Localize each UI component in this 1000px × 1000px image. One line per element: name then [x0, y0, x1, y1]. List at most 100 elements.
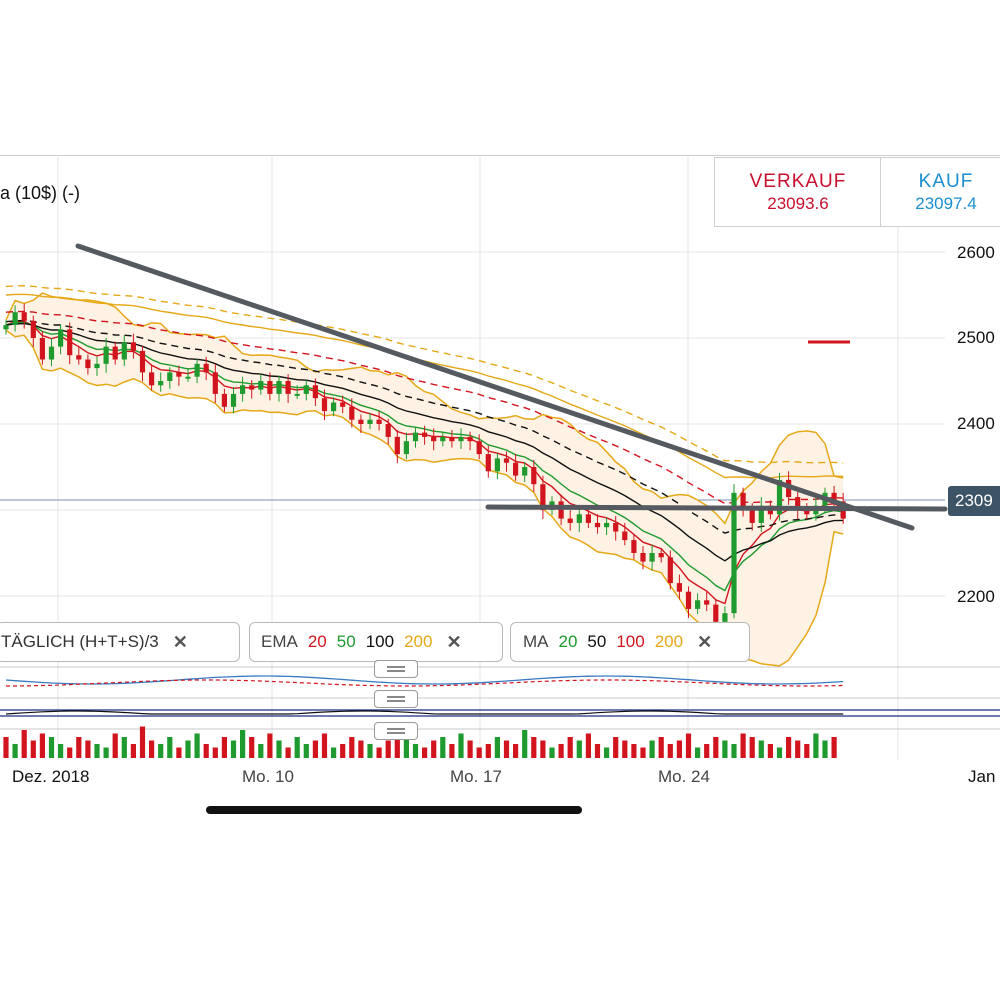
candle-body [258, 381, 264, 390]
candle-body [176, 372, 182, 377]
candle-body [303, 385, 309, 394]
volume-bar [831, 737, 837, 758]
volume-bar [258, 744, 264, 758]
candle-body [167, 372, 173, 381]
horizontal-support-line [485, 504, 948, 512]
candle-body [349, 406, 355, 420]
volume-bar [76, 737, 82, 758]
indicator-pill-typical-price[interactable]: TÄGLICH (H+T+S)/3 ✕ [0, 622, 240, 662]
indicator-pill-ma[interactable]: MA 20 50 100 200 ✕ [510, 622, 750, 662]
volume-bar [294, 737, 300, 758]
volume-bar [130, 744, 136, 758]
volume-bar [276, 740, 282, 758]
candle-body [667, 557, 673, 584]
volume-bar [467, 740, 473, 758]
candle-body [458, 436, 464, 442]
candle-body [203, 363, 209, 373]
candle-body [385, 424, 391, 437]
candle-body [94, 363, 100, 369]
volume-bar [67, 747, 73, 758]
volume-bar [431, 740, 437, 758]
volume-bar [695, 747, 701, 758]
x-tick-label: Mo. 17 [450, 767, 502, 786]
candle-body [503, 458, 510, 463]
volume-bar [494, 737, 500, 758]
candle-body [276, 381, 282, 394]
candle-body [522, 467, 528, 476]
volume-bar [394, 733, 400, 758]
volume-bar [94, 744, 100, 758]
candle-body [321, 398, 328, 412]
x-tick-label: Jan [968, 767, 996, 786]
volume-bar [549, 747, 555, 758]
trendlines[interactable] [75, 243, 948, 531]
volume-bar [476, 747, 482, 758]
candle-body [139, 350, 146, 373]
candle-body [576, 514, 582, 523]
sell-label: VERKAUF [749, 171, 847, 192]
volume-bar [303, 744, 309, 758]
x-tick-label: Dez. 2018 [12, 767, 90, 786]
volume-bar [786, 737, 792, 758]
volume-bar [804, 744, 810, 758]
volume-bar [121, 737, 127, 758]
volume-bar [203, 744, 209, 758]
candle-body [722, 613, 728, 622]
volume-bar [458, 733, 464, 758]
pane-resize-handle[interactable] [374, 722, 418, 740]
candle-body [358, 419, 364, 424]
volume-bar [449, 744, 455, 758]
home-indicator[interactable] [206, 806, 582, 814]
candle-body [294, 393, 300, 396]
momentum-line [5, 710, 844, 715]
oscillator-line [5, 675, 844, 685]
volume-bar [48, 737, 55, 758]
volume-bar [613, 737, 619, 758]
volume-bar [776, 747, 783, 758]
close-icon[interactable]: ✕ [446, 631, 462, 652]
buy-quote-button[interactable]: KAUF 23097.4 [880, 157, 1000, 227]
candle-body [12, 312, 18, 326]
volume-bar [704, 744, 710, 758]
pane-resize-handle[interactable] [374, 690, 418, 708]
candle-body [58, 329, 64, 347]
volume-bar [221, 737, 227, 758]
instrument-title: a (10$) (-) [0, 183, 81, 203]
volume-bar [585, 733, 591, 758]
volume-bar [285, 747, 291, 758]
sell-quote-button[interactable]: VERKAUF 23093.6 [714, 157, 882, 227]
candle-body [221, 393, 227, 407]
close-icon[interactable]: ✕ [172, 631, 188, 652]
volume-bar [531, 737, 537, 758]
candle-body [695, 600, 701, 609]
volume-bar [767, 744, 773, 758]
volume-bar [149, 740, 155, 758]
volume-bar [340, 744, 346, 758]
candle-body [67, 329, 73, 356]
candle-body [422, 432, 428, 437]
volume-bar [485, 744, 491, 758]
indicator-pill-ema[interactable]: EMA 20 50 100 200 ✕ [249, 622, 503, 662]
volume-bar [676, 740, 682, 758]
buy-price: 23097.4 [915, 194, 977, 213]
candle-body [531, 467, 537, 485]
volume-bar [167, 737, 173, 758]
close-icon[interactable]: ✕ [697, 631, 713, 652]
ema-period-50: 50 [336, 632, 356, 651]
candle-body [804, 510, 810, 515]
candle-body [585, 514, 591, 523]
candle-body [558, 501, 564, 519]
candle-body [103, 346, 109, 364]
pane-resize-handle[interactable] [374, 660, 418, 678]
candle-body [48, 346, 55, 360]
volume-bar [367, 744, 373, 758]
candle-body [158, 381, 164, 386]
candle-body [731, 492, 737, 614]
candle-body [112, 346, 118, 360]
candle-body [367, 419, 373, 424]
candle-body [194, 363, 200, 377]
sell-price: 23093.6 [767, 194, 829, 213]
volume-bar [249, 737, 255, 758]
candle-body [440, 436, 446, 442]
